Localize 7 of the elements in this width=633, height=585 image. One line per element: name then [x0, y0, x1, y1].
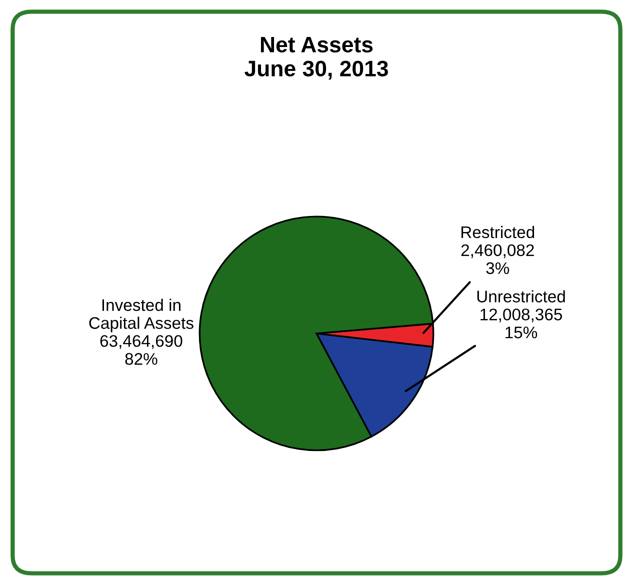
- data-label: 2,460,082 3%: [461, 244, 534, 274]
- slice-label: Invested in Capital Assets: [89, 298, 194, 332]
- slice-label: Restricted: [461, 226, 534, 238]
- data-label: 12,008,365 15%: [480, 308, 562, 338]
- data-label: 63,464,690 82%: [100, 335, 182, 365]
- chart-title: Net Assets June 30, 2013: [244, 36, 388, 80]
- slice-label: Unrestricted: [477, 290, 565, 302]
